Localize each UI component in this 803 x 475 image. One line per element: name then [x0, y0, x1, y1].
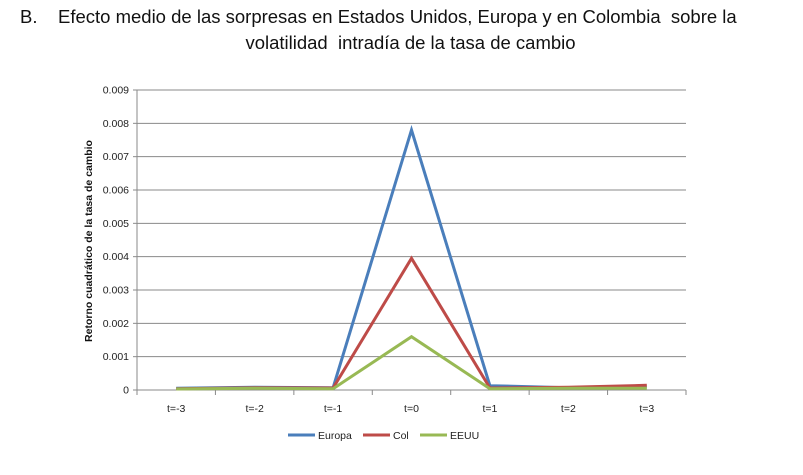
series-lines: [176, 124, 647, 391]
figure-label: B.: [20, 6, 38, 27]
y-tick-label: 0.001: [103, 351, 129, 363]
y-tick-label: 0.009: [103, 85, 129, 97]
y-tick-label: 0.005: [103, 218, 129, 230]
x-tick-label: t=0: [404, 403, 419, 415]
y-tick-label: 0.002: [103, 318, 129, 330]
y-tick-label: 0.007: [103, 151, 129, 163]
x-tick-label: t=1: [482, 403, 497, 415]
figure-title: B. Efecto medio de las sorpresas en Estad…: [0, 4, 803, 56]
title-line-2: volatilidad intradía de la tasa de cambi…: [245, 32, 576, 53]
x-tick-label: t=3: [639, 403, 654, 415]
legend-label-eeuu: EEUU: [450, 430, 479, 442]
y-tick-label: 0.006: [103, 185, 129, 197]
y-axis-ticks: 0 0.001 0.002 0.003 0.004 0.005 0.006 0.007 0.00…: [103, 85, 137, 397]
x-tick-label: t=-2: [245, 403, 264, 415]
legend: Europa Col EEUU: [288, 430, 479, 442]
title-line-1: B. Efecto medio de las sorpresas en Estad…: [0, 4, 803, 30]
y-tick-label: 0: [123, 385, 129, 397]
y-tick-label: 0.004: [103, 251, 129, 263]
x-tick-label: t=2: [561, 403, 576, 415]
x-tick-label: t=-3: [167, 403, 186, 415]
y-tick-label: 0.003: [103, 285, 129, 297]
x-axis-ticks: t=-3 t=-2 t=-1 t=0 t=1 t=2 t=3: [136, 390, 687, 415]
legend-label-col: Col: [393, 430, 409, 442]
y-tick-label: 0.008: [103, 118, 129, 130]
x-tick-label: t=-1: [324, 403, 343, 415]
title-text-1: Efecto medio de las sorpresas en Estados…: [58, 6, 737, 27]
series-line-eeuu: [176, 334, 647, 391]
legend-label-europa: Europa: [318, 430, 352, 442]
y-axis-label: Retorno cuadrático de la tasa de cambio: [83, 140, 95, 342]
